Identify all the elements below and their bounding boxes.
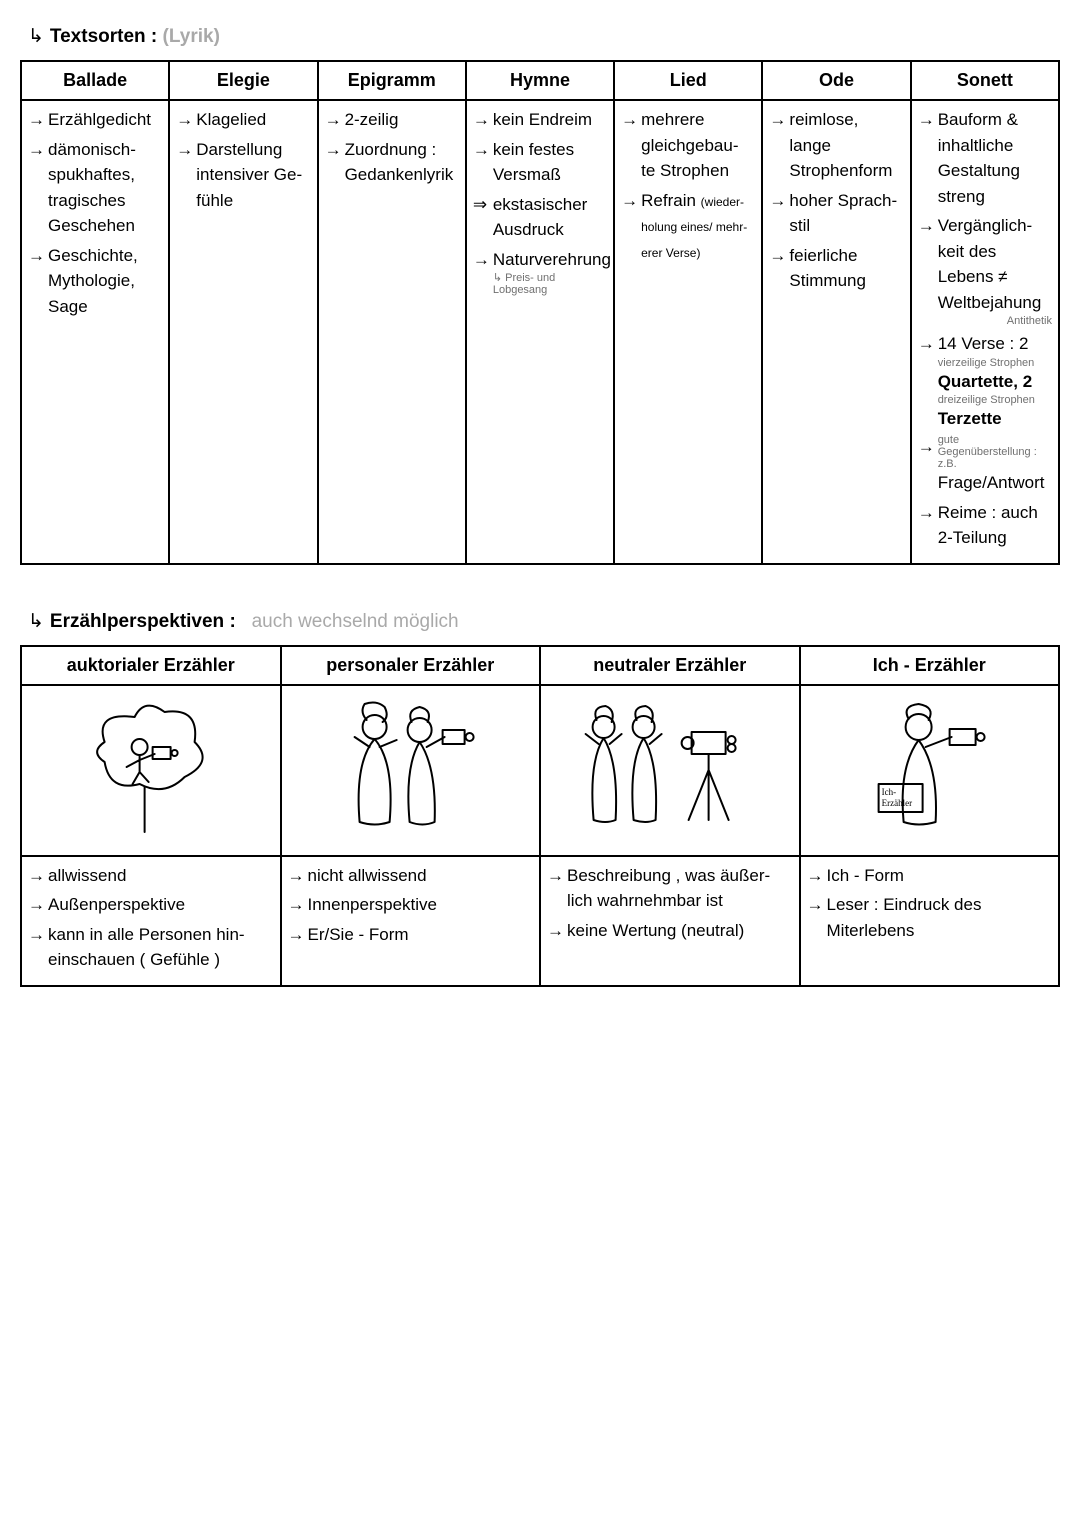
subnote: gute Gegenüberstellung : z.B.	[938, 434, 1052, 470]
list-item: feierliche Stimmung	[769, 243, 903, 294]
section2-title: ↳ Erzählperspektiven : auch wechselnd mög…	[28, 610, 1060, 633]
erzaehlperspektiven-table: auktorialer Erzähler personaler Erzähler…	[20, 645, 1060, 987]
cell-elegie: Klagelied Darstellung intensiver Ge- füh…	[169, 100, 317, 564]
list-item: 14 Verse : 2 vierzeilige Strophen Quarte…	[918, 331, 1052, 432]
list-item: keine Wertung (neutral)	[547, 918, 793, 944]
title-erzaehlperspektiven: Erzählperspektiven :	[50, 611, 236, 632]
list-item: Beschreibung , was äußer- lich wahrnehmb…	[547, 863, 793, 914]
list-item: Vergänglich- keit des Lebens ≠ Weltbejah…	[918, 213, 1052, 327]
list-item: Außenperspektive	[28, 892, 274, 918]
hook-icon: ↳	[28, 25, 44, 48]
ich-sketch-icon: Ich- Erzähler	[807, 692, 1040, 842]
text-quartette: Quartette, 2	[938, 372, 1032, 391]
list-item: Er/Sie - Form	[288, 922, 534, 948]
text: Frage/Antwort	[938, 473, 1045, 492]
list-item: ekstasischer Ausdruck	[473, 192, 607, 243]
cell-ode: reimlose, lange Strophenform hoher Sprac…	[762, 100, 910, 564]
title-wechselnd: auch wechselnd möglich	[252, 611, 459, 632]
cell-desc-auktorial: allwissend Außenperspektive kann in alle…	[21, 856, 281, 986]
cell-sonett: Bauform & inhaltliche Gestaltung streng …	[911, 100, 1059, 564]
svg-text:Ich-: Ich-	[881, 787, 896, 797]
auktorial-sketch-icon	[28, 692, 261, 842]
th-ballade: Ballade	[21, 61, 169, 100]
table-image-row: Ich- Erzähler	[21, 685, 1059, 856]
text: 14 Verse : 2	[938, 334, 1029, 353]
section1-title: ↳ Textsorten : (Lyrik)	[28, 25, 1060, 48]
subnote: vierzeilige Strophen	[938, 357, 1052, 369]
cell-img-neutral	[540, 685, 800, 856]
list-item: hoher Sprach- stil	[769, 188, 903, 239]
cell-desc-neutral: Beschreibung , was äußer- lich wahrnehmb…	[540, 856, 800, 986]
cell-img-ich: Ich- Erzähler	[800, 685, 1060, 856]
list-item: Erzählgedicht	[28, 107, 162, 133]
subnote: Antithetik	[938, 315, 1052, 327]
th-sonett: Sonett	[911, 61, 1059, 100]
th-ich: Ich - Erzähler	[800, 646, 1060, 685]
list-item: Geschichte, Mythologie, Sage	[28, 243, 162, 320]
th-elegie: Elegie	[169, 61, 317, 100]
list-item: 2-zeilig	[325, 107, 459, 133]
svg-text:Erzähler: Erzähler	[881, 798, 911, 808]
cell-img-personal	[281, 685, 541, 856]
list-item: Refrain (wieder- holung eines/ mehr- ere…	[621, 188, 755, 265]
cell-lied: mehrere gleichgebau- te Strophen Refrain…	[614, 100, 762, 564]
th-lied: Lied	[614, 61, 762, 100]
title-lyrik: (Lyrik)	[163, 26, 220, 47]
list-item: gute Gegenüberstellung : z.B. Frage/Antw…	[918, 434, 1052, 496]
list-item: kann in alle Personen hin- einschauen ( …	[28, 922, 274, 973]
th-personal: personaler Erzähler	[281, 646, 541, 685]
list-item: Zuordnung : Gedankenlyrik	[325, 137, 459, 188]
th-neutral: neutraler Erzähler	[540, 646, 800, 685]
cell-epigramm: 2-zeilig Zuordnung : Gedankenlyrik	[318, 100, 466, 564]
textsorten-table: Ballade Elegie Epigramm Hymne Lied Ode S…	[20, 60, 1060, 565]
table-body-row: Erzählgedicht dämonisch- spukhaftes, tra…	[21, 100, 1059, 564]
list-item: Bauform & inhaltliche Gestaltung streng	[918, 107, 1052, 209]
cell-ballade: Erzählgedicht dämonisch- spukhaftes, tra…	[21, 100, 169, 564]
personal-sketch-icon	[288, 692, 521, 842]
cell-desc-ich: Ich - Form Leser : Eindruck des Miterleb…	[800, 856, 1060, 986]
table-header-row: Ballade Elegie Epigramm Hymne Lied Ode S…	[21, 61, 1059, 100]
cell-hymne: kein Endreim kein festes Versmaß ekstasi…	[466, 100, 614, 564]
table-header-row: auktorialer Erzähler personaler Erzähler…	[21, 646, 1059, 685]
th-hymne: Hymne	[466, 61, 614, 100]
list-item: kein festes Versmaß	[473, 137, 607, 188]
cell-desc-personal: nicht allwissend Innenperspektive Er/Sie…	[281, 856, 541, 986]
text-terzette: Terzette	[938, 409, 1002, 428]
list-item: nicht allwissend	[288, 863, 534, 889]
subnote: dreizeilige Strophen	[938, 394, 1052, 406]
text: Refrain	[641, 191, 696, 210]
list-item: kein Endreim	[473, 107, 607, 133]
list-item: Innenperspektive	[288, 892, 534, 918]
cell-img-auktorial	[21, 685, 281, 856]
text: Naturverehrung	[493, 250, 611, 269]
list-item: dämonisch- spukhaftes, tragisches Gesche…	[28, 137, 162, 239]
list-item: mehrere gleichgebau- te Strophen	[621, 107, 755, 184]
list-item: Darstellung intensiver Ge- fühle	[176, 137, 310, 214]
th-auktorial: auktorialer Erzähler	[21, 646, 281, 685]
list-item: Ich - Form	[807, 863, 1053, 889]
th-ode: Ode	[762, 61, 910, 100]
list-item: Leser : Eindruck des Miterlebens	[807, 892, 1053, 943]
list-item: Klagelied	[176, 107, 310, 133]
neutral-sketch-icon	[547, 692, 780, 842]
table-desc-row: allwissend Außenperspektive kann in alle…	[21, 856, 1059, 986]
text: Vergänglich- keit des Lebens ≠ Weltbejah…	[938, 216, 1042, 312]
hook-icon: ↳	[28, 610, 44, 633]
th-epigramm: Epigramm	[318, 61, 466, 100]
list-item: allwissend	[28, 863, 274, 889]
title-textsorten: Textsorten :	[50, 26, 157, 47]
list-item: Reime : auch 2-Teilung	[918, 500, 1052, 551]
list-item: reimlose, lange Strophenform	[769, 107, 903, 184]
list-item: Naturverehrung ↳ Preis- und Lobgesang	[473, 247, 607, 297]
subnote: ↳ Preis- und Lobgesang	[493, 272, 607, 296]
